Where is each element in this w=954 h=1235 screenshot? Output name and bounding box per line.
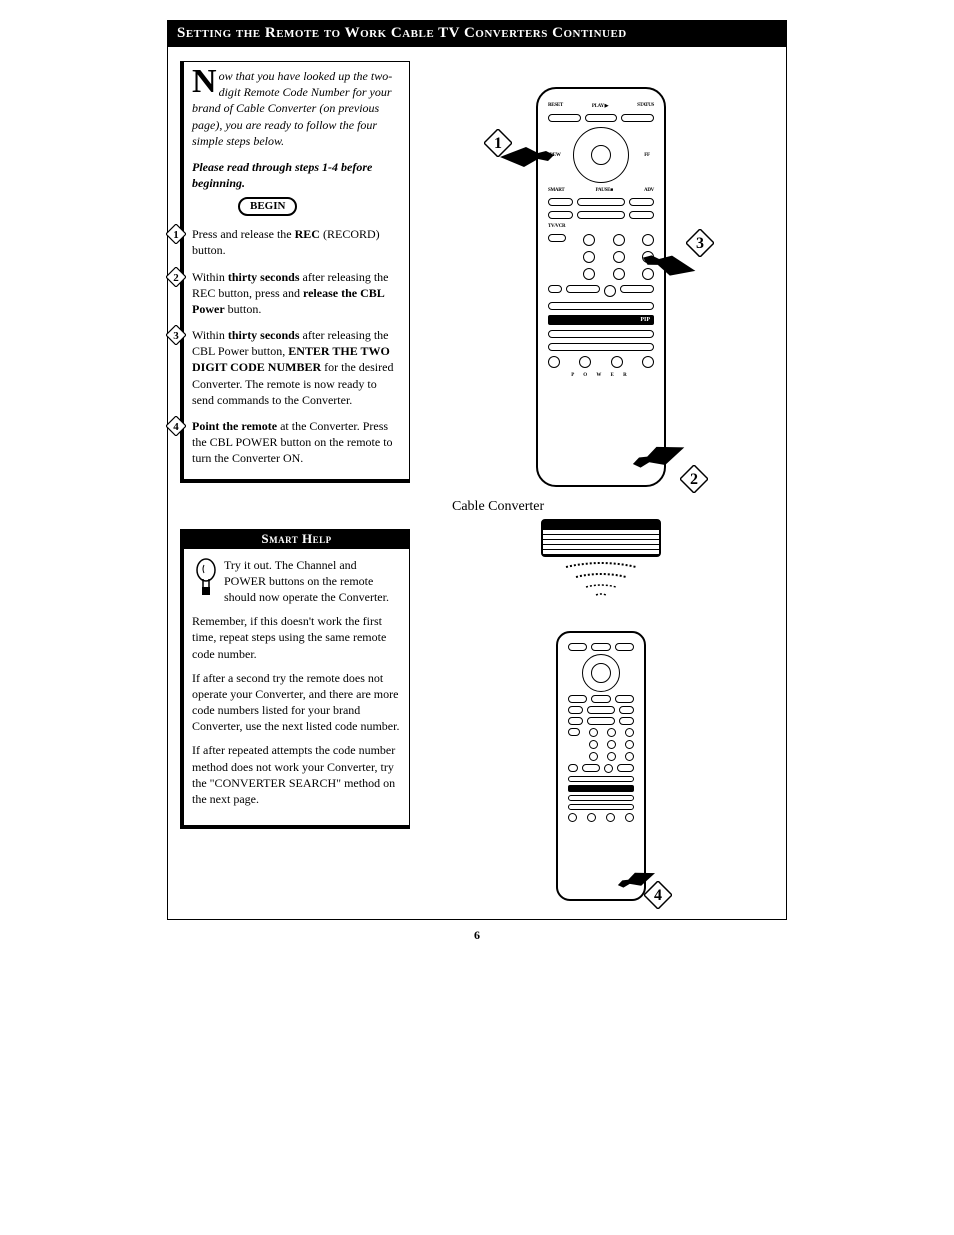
svg-text:3: 3 (173, 330, 179, 342)
diagram-column: 1 3 2 (428, 61, 774, 901)
btn-label-play: PLAY ▶ (592, 103, 608, 109)
mode-tv (548, 356, 560, 368)
page-title: Setting the Remote to Work Cable TV Conv… (177, 25, 627, 41)
pip-bar: PIP (548, 315, 654, 325)
step-3: 3 Within thirty seconds after releasing … (192, 327, 401, 408)
step-4-text: Point the remote at the Converter. Press… (192, 418, 401, 467)
svg-text:2: 2 (690, 471, 698, 488)
smart-help-p4: If after repeated attempts the code numb… (192, 742, 401, 807)
btn-label-power: P O W E R (548, 373, 654, 378)
step-1: 1 Press and release the REC (RECORD) but… (192, 226, 401, 258)
intro-box: N ow that you have looked up the two-dig… (180, 61, 410, 483)
step-2: 2 Within thirty seconds after releasing … (192, 269, 401, 318)
step-marker-2: 2 (166, 267, 186, 287)
smart-help-p2: Remember, if this doesn't work the first… (192, 613, 401, 662)
btn-label-smart: SMART (548, 188, 564, 193)
remote-illustration-small: 4 (556, 631, 646, 901)
step-marker-3: 3 (166, 325, 186, 345)
cable-converter-illustration (541, 519, 661, 557)
svg-text:1: 1 (173, 229, 179, 241)
smart-help-box: Smart Help Try it out. The Channel and P… (180, 529, 410, 830)
btn-label-reset: RESET (548, 103, 563, 109)
svg-text:2: 2 (173, 272, 179, 284)
intro-emphasis: Please read through steps 1-4 before beg… (192, 159, 401, 191)
step-marker-1: 1 (166, 224, 186, 244)
smart-help-body: Try it out. The Channel and POWER button… (184, 549, 409, 826)
remote-illustration-large: 1 3 2 (536, 87, 666, 487)
remote-buttons-small (568, 643, 634, 822)
mode-fp (642, 356, 654, 368)
left-column: N ow that you have looked up the two-dig… (180, 61, 410, 829)
page-title-bar: Setting the Remote to Work Cable TV Conv… (167, 20, 787, 47)
signal-waves-icon (556, 561, 646, 601)
svg-text:4: 4 (173, 421, 179, 433)
callout-2: 2 (680, 465, 708, 493)
btn-label-status: STATUS (637, 103, 654, 109)
page: Setting the Remote to Work Cable TV Conv… (167, 20, 787, 943)
remote-buttons: RESET PLAY ▶ STATUS REW FF SMART PAUSE■ … (548, 103, 654, 378)
page-number: 6 (167, 928, 787, 943)
dpad (573, 127, 629, 183)
cable-converter-label: Cable Converter (452, 499, 544, 515)
btn-label-adv: ADV (644, 188, 654, 193)
svg-text:4: 4 (654, 887, 662, 904)
step-4: 4 Point the remote at the Converter. Pre… (192, 418, 401, 467)
step-2-text: Within thirty seconds after releasing th… (192, 269, 401, 318)
smart-help-title: Smart Help (184, 529, 409, 549)
intro-body: ow that you have looked up the two-digit… (192, 69, 392, 148)
mode-cbl (611, 356, 623, 368)
begin-pill: BEGIN (238, 197, 297, 216)
smart-help-p3: If after a second try the remote does no… (192, 670, 401, 735)
smart-help-p1: Try it out. The Channel and POWER button… (192, 557, 401, 606)
svg-text:3: 3 (696, 235, 704, 252)
main-content: N ow that you have looked up the two-dig… (167, 47, 787, 920)
intro-dropcap: N (192, 68, 219, 96)
step-1-text: Press and release the REC (RECORD) butto… (192, 226, 401, 258)
lightbulb-icon (192, 557, 220, 599)
btn-label-ff: FF (640, 153, 654, 158)
btn-label-pause: PAUSE■ (596, 188, 613, 193)
btn-label-rew: REW (548, 153, 562, 158)
step-marker-4: 4 (166, 416, 186, 436)
btn-label-tvvcr: TV/VCR (548, 224, 654, 229)
step-3-text: Within thirty seconds after releasing th… (192, 327, 401, 408)
mode-vcr (579, 356, 591, 368)
